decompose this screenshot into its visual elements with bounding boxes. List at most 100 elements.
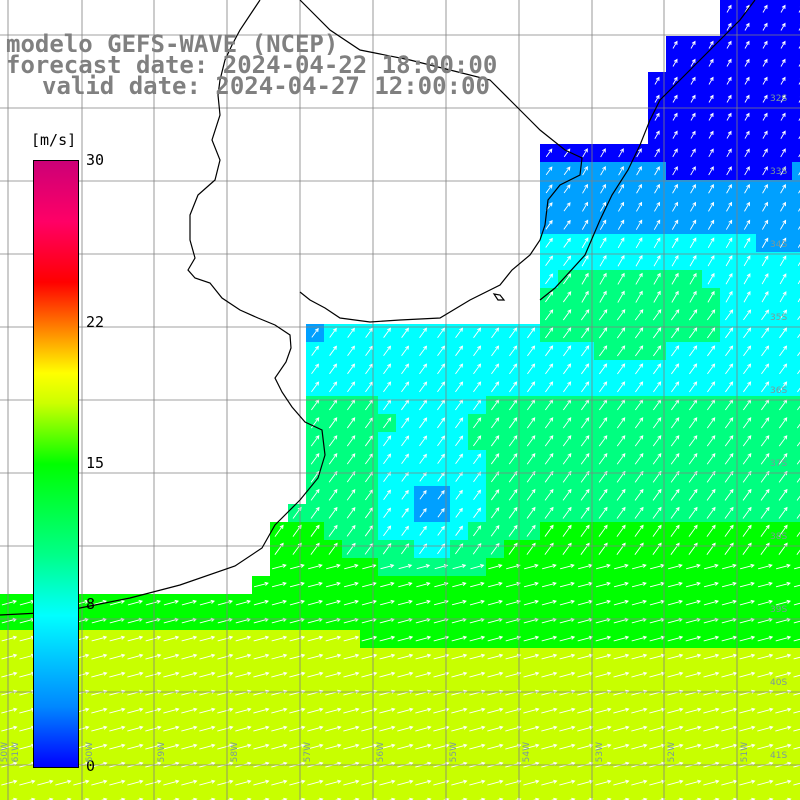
wind-arrow — [649, 671, 666, 678]
wind-arrow — [397, 671, 414, 678]
wind-arrow — [744, 201, 751, 212]
wind-arrow — [545, 327, 554, 339]
wind-arrow — [401, 381, 410, 393]
wind-arrow — [618, 148, 624, 158]
wind-arrow — [618, 166, 624, 176]
wind-arrow — [703, 779, 720, 786]
wind-arrow — [473, 453, 482, 465]
wind-speed-cell — [648, 792, 666, 800]
wind-arrow — [744, 58, 750, 67]
wind-arrow — [707, 219, 715, 230]
wind-arrow — [343, 707, 360, 714]
wind-arrow — [654, 76, 660, 85]
wind-arrow — [707, 381, 716, 393]
wind-arrow — [780, 130, 786, 139]
wind-arrow — [649, 743, 666, 750]
wind-speed-cell — [792, 198, 800, 216]
wind-arrow — [725, 327, 734, 339]
wind-arrow — [235, 599, 251, 606]
wind-arrow — [473, 507, 482, 519]
wind-arrow — [181, 707, 198, 714]
wind-arrow — [634, 309, 644, 321]
wind-arrow — [775, 653, 792, 660]
wind-arrow — [797, 387, 800, 393]
wind-arrow — [523, 581, 539, 588]
wind-speed-cell — [702, 792, 720, 800]
wind-arrow — [580, 309, 590, 321]
wind-arrow — [653, 237, 661, 249]
wind-arrow — [580, 488, 590, 501]
wind-arrow — [672, 148, 678, 158]
wind-arrow — [726, 4, 732, 13]
wind-speed-cell — [162, 792, 180, 800]
wind-arrow — [473, 363, 482, 375]
wind-arrow — [563, 381, 572, 393]
wind-speed-cell — [792, 144, 800, 162]
wind-arrow — [379, 725, 396, 732]
wind-arrow — [577, 707, 594, 714]
wind-arrow — [473, 525, 482, 537]
wind-speed-cell — [594, 792, 612, 800]
wind-arrow — [634, 327, 644, 339]
wind-speed-cell — [450, 792, 468, 800]
wind-speed-cell — [792, 738, 800, 756]
wind-arrow — [545, 273, 554, 285]
wind-arrow — [793, 656, 800, 660]
wind-arrow — [544, 417, 554, 429]
wind-speed-cell — [792, 18, 800, 36]
wind-arrow — [793, 584, 800, 588]
wind-arrow — [581, 272, 589, 285]
wind-arrow — [325, 581, 341, 588]
wind-arrow — [289, 707, 306, 714]
wind-arrow — [726, 112, 732, 121]
wind-arrow — [544, 309, 554, 321]
wind-arrow — [742, 506, 752, 519]
wind-arrow — [127, 635, 144, 642]
wind-arrow — [343, 635, 360, 642]
wind-arrow — [721, 653, 738, 660]
wind-arrow — [487, 707, 504, 714]
wind-speed-cell — [144, 792, 162, 800]
wind-arrow — [253, 779, 270, 786]
wind-arrow — [379, 779, 396, 786]
wind-arrow — [346, 453, 356, 465]
wind-arrow — [595, 599, 611, 606]
wind-arrow — [653, 381, 662, 393]
wind-speed-cell — [234, 792, 252, 800]
wind-arrow — [289, 581, 305, 588]
wind-arrow — [780, 183, 786, 194]
wind-arrow — [797, 261, 800, 267]
wind-arrow — [325, 599, 341, 606]
wind-arrow — [272, 563, 287, 570]
wind-arrow — [743, 273, 751, 285]
wind-arrow — [775, 779, 792, 786]
wind-arrow — [708, 201, 715, 212]
wind-arrow — [779, 255, 787, 267]
wind-arrow — [527, 381, 536, 393]
wind-speed-cell — [306, 792, 324, 800]
wind-arrow — [545, 219, 553, 230]
wind-arrow — [563, 166, 571, 176]
wind-arrow — [559, 599, 575, 606]
wind-arrow — [145, 653, 162, 660]
wind-arrow — [325, 707, 342, 714]
wind-arrow — [708, 183, 714, 194]
wind-arrow — [654, 148, 660, 158]
wind-arrow — [473, 489, 482, 501]
wind-arrow — [600, 201, 607, 212]
wind-arrow — [401, 435, 410, 447]
wind-arrow — [760, 452, 770, 465]
wind-arrow — [725, 272, 733, 285]
wind-arrow — [671, 255, 679, 267]
wind-arrow — [487, 581, 503, 588]
wind-arrow — [469, 653, 486, 660]
latitude-label: 37S — [770, 459, 788, 469]
wind-arrow — [451, 725, 468, 732]
wind-arrow — [559, 581, 575, 588]
wind-arrow — [253, 725, 270, 732]
wind-arrow — [527, 345, 536, 357]
wind-arrow — [562, 435, 572, 447]
wind-arrow — [397, 779, 414, 786]
wind-arrow — [379, 635, 396, 642]
